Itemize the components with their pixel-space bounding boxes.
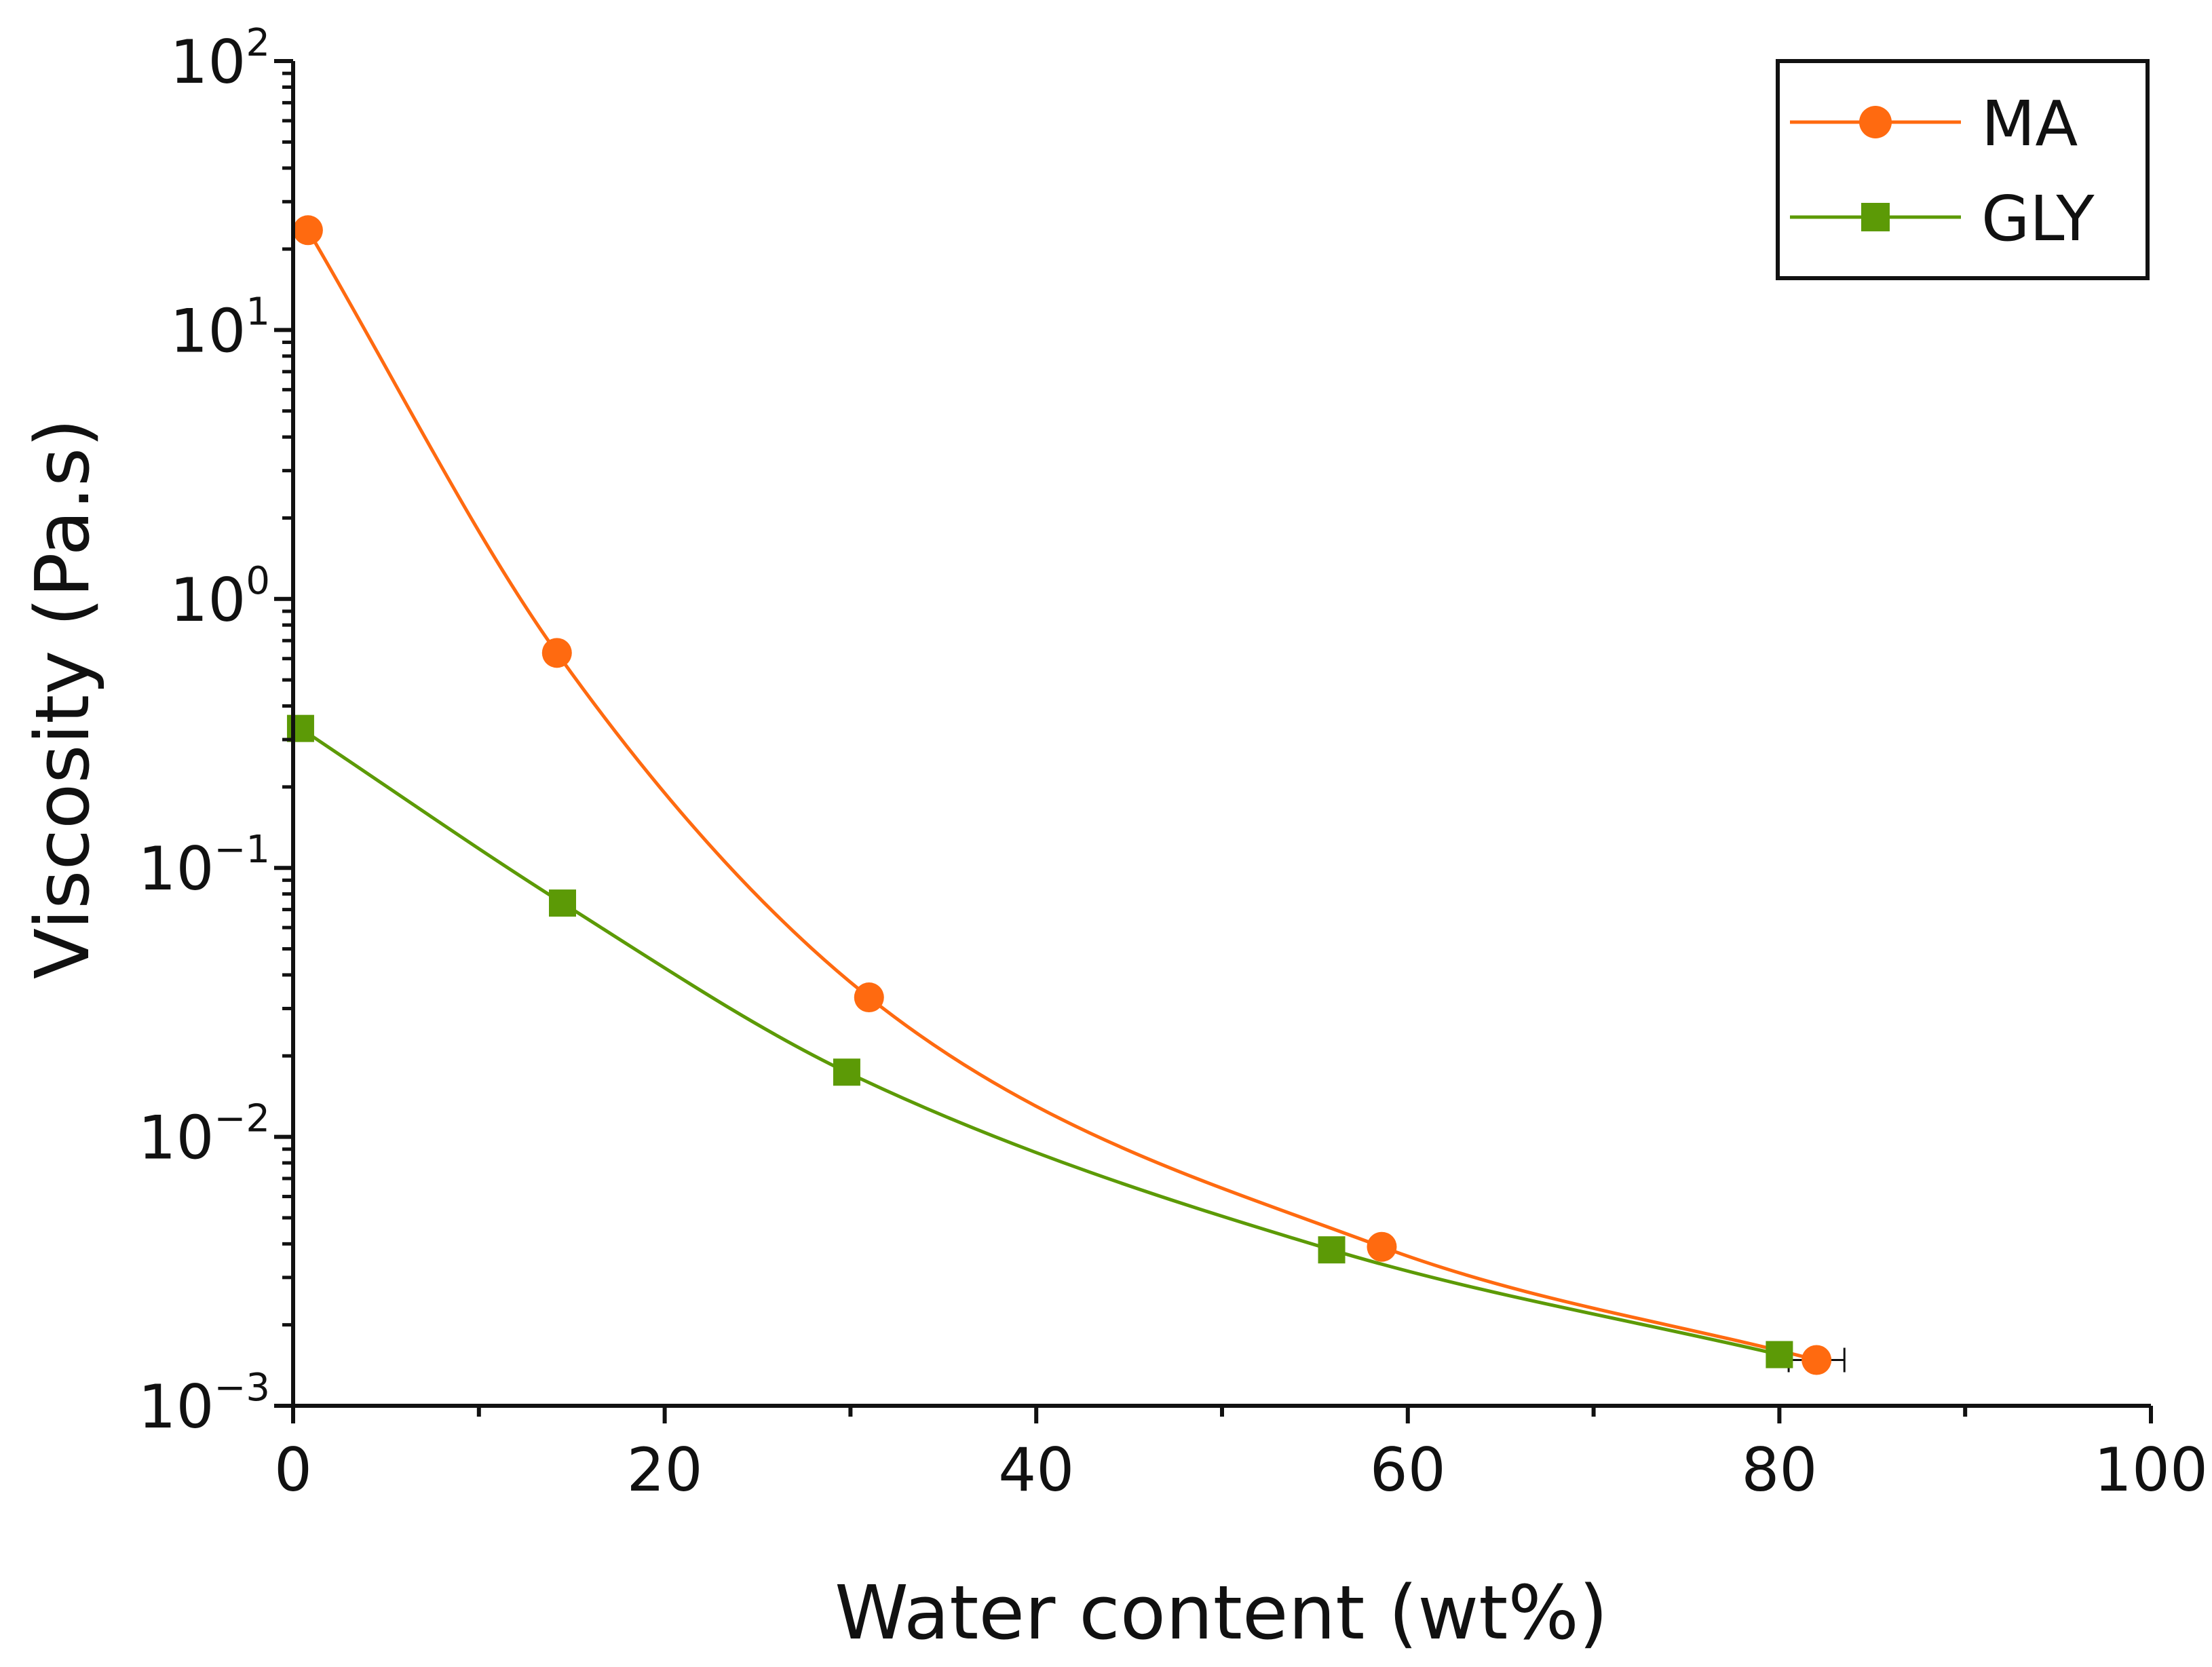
data-point-ma [541,638,572,668]
x-tick-label: 0 [274,1435,312,1505]
y-tick-label: 101 [170,290,270,366]
y-tick-label: 10−1 [138,828,270,904]
y-tick-label: 10−3 [138,1366,270,1442]
axes: 0 20 40 60 80 100 10−3 10−2 10−1 100 101 102 [138,21,2208,1505]
data-point-ma [292,215,323,246]
y-axis-title: Viscosity (Pa.s) [19,419,106,979]
plot-series [286,215,1846,1375]
series-line-ma [306,229,1817,1362]
data-point-ma [1367,1231,1397,1262]
x-axis-title: Water content (wt%) [835,1569,1608,1656]
data-point-gly [1318,1236,1346,1264]
legend-marker-gly [1861,203,1890,231]
data-point-ma [854,982,884,1013]
data-point-gly [549,889,577,917]
x-tick-label: 40 [998,1435,1074,1505]
x-tick-label: 60 [1370,1435,1446,1505]
y-tick-label: 102 [170,21,270,97]
series-ma [292,215,1846,1375]
legend-label-ma: MA [1981,88,2078,160]
legend: MA GLY [1776,59,2150,280]
data-point-gly [1766,1341,1793,1368]
legend-label-gly: GLY [1981,183,2095,255]
x-tick-label: 20 [627,1435,703,1505]
y-tick-label: 100 [170,559,270,635]
legend-marker-ma [1859,106,1892,138]
legend-box [1776,59,2150,280]
y-tick-label: 10−2 [138,1097,270,1173]
data-point-ma [1801,1345,1832,1375]
series-gly [286,714,1793,1368]
x-tick-label: 100 [2094,1435,2208,1505]
data-point-gly [833,1058,860,1086]
x-tick-label: 80 [1741,1435,1817,1505]
series-line-gly [299,727,1780,1356]
